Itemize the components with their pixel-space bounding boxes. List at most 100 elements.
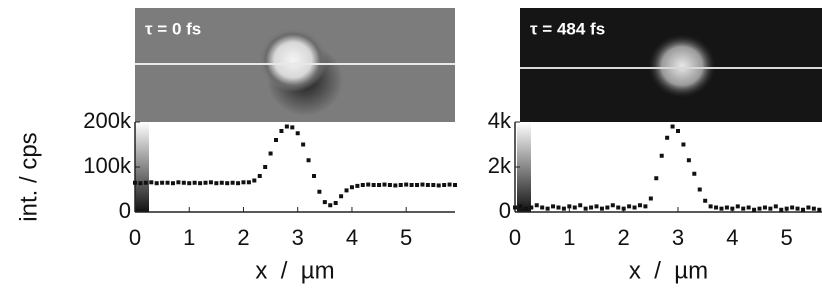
data-point [209, 180, 213, 184]
data-point [198, 181, 202, 185]
data-point [567, 204, 571, 208]
data-point [524, 207, 528, 211]
data-point [741, 207, 745, 211]
data-point [345, 188, 349, 192]
data-point [649, 197, 653, 201]
data-point [410, 183, 414, 187]
data-point [155, 181, 159, 185]
data-point [448, 183, 452, 187]
data-point [730, 207, 734, 211]
data-point [149, 180, 153, 184]
annotation: τ = 0 fs [145, 19, 201, 38]
x-tick-label: 3 [672, 225, 684, 250]
x-tick-label: 4 [346, 225, 358, 250]
data-point [584, 207, 588, 211]
data-point [676, 129, 680, 133]
data-point [166, 181, 170, 185]
x-tick-label: 3 [292, 225, 304, 250]
data-point [442, 183, 446, 187]
data-point [703, 199, 707, 203]
x-tick-label: 5 [400, 225, 412, 250]
data-point [551, 204, 555, 208]
data-point [611, 203, 615, 207]
data-point [709, 204, 713, 208]
data-point [671, 125, 675, 129]
data-point [404, 183, 408, 187]
data-point [361, 183, 365, 187]
y-tick-label: 200k [83, 108, 132, 133]
data-point [252, 179, 256, 183]
data-point [160, 181, 164, 185]
data-point [220, 181, 224, 185]
data-point [573, 206, 577, 210]
data-point [138, 181, 142, 185]
data-point [698, 188, 702, 192]
y-tick-label: 2k [488, 153, 512, 178]
data-point [372, 183, 376, 187]
data-point [263, 165, 267, 169]
x-tick-label: 0 [129, 225, 141, 250]
data-point [806, 206, 810, 210]
data-point [133, 181, 137, 185]
data-point [334, 201, 338, 205]
data-point [236, 181, 240, 185]
y-axis-label: int. / cps [15, 132, 42, 221]
data-point [801, 208, 805, 212]
data-point [785, 207, 789, 211]
data-point [399, 183, 403, 187]
y-tick-label: 0 [499, 198, 511, 223]
data-point [535, 203, 539, 207]
data-point [665, 136, 669, 140]
data-point [312, 174, 316, 178]
data-point [622, 207, 626, 211]
data-point [779, 208, 783, 212]
data-point [144, 181, 148, 185]
data-point [546, 207, 550, 211]
data-point [274, 138, 278, 142]
x-tick-label: 1 [563, 225, 575, 250]
data-point [654, 176, 658, 180]
data-point [589, 206, 593, 210]
data-point [714, 206, 718, 210]
data-point [231, 181, 235, 185]
data-point [296, 131, 300, 135]
data-point [214, 181, 218, 185]
data-point [437, 183, 441, 187]
data-point [692, 172, 696, 176]
data-point [415, 183, 419, 187]
x-axis-label: x / µm [629, 257, 708, 284]
data-point [529, 206, 533, 210]
x-tick-label: 4 [726, 225, 738, 250]
data-point [307, 158, 311, 162]
data-point [643, 204, 647, 208]
data-point [193, 181, 197, 185]
data-point [817, 208, 821, 212]
data-point [768, 207, 772, 211]
y-tick-label: 100k [83, 153, 132, 178]
data-point [269, 152, 273, 156]
data-point [681, 143, 685, 147]
y-tick-label: 0 [119, 198, 131, 223]
data-point [328, 203, 332, 207]
data-point [366, 183, 370, 187]
y-tick-label: 4k [488, 108, 512, 133]
x-tick-label: 0 [509, 225, 521, 250]
data-point [290, 125, 294, 129]
data-point [812, 207, 816, 211]
data-point [747, 206, 751, 210]
data-point [350, 185, 354, 189]
data-point [426, 183, 430, 187]
data-point [719, 207, 723, 211]
data-point [393, 183, 397, 187]
data-point [301, 143, 305, 147]
data-point [241, 180, 245, 184]
data-point [176, 180, 180, 184]
data-point [605, 206, 609, 210]
data-point [377, 183, 381, 187]
data-point [382, 183, 386, 187]
x-tick-label: 2 [237, 225, 249, 250]
data-point [431, 183, 435, 187]
data-point [171, 181, 175, 185]
x-tick-label: 5 [781, 225, 793, 250]
data-point [595, 204, 599, 208]
